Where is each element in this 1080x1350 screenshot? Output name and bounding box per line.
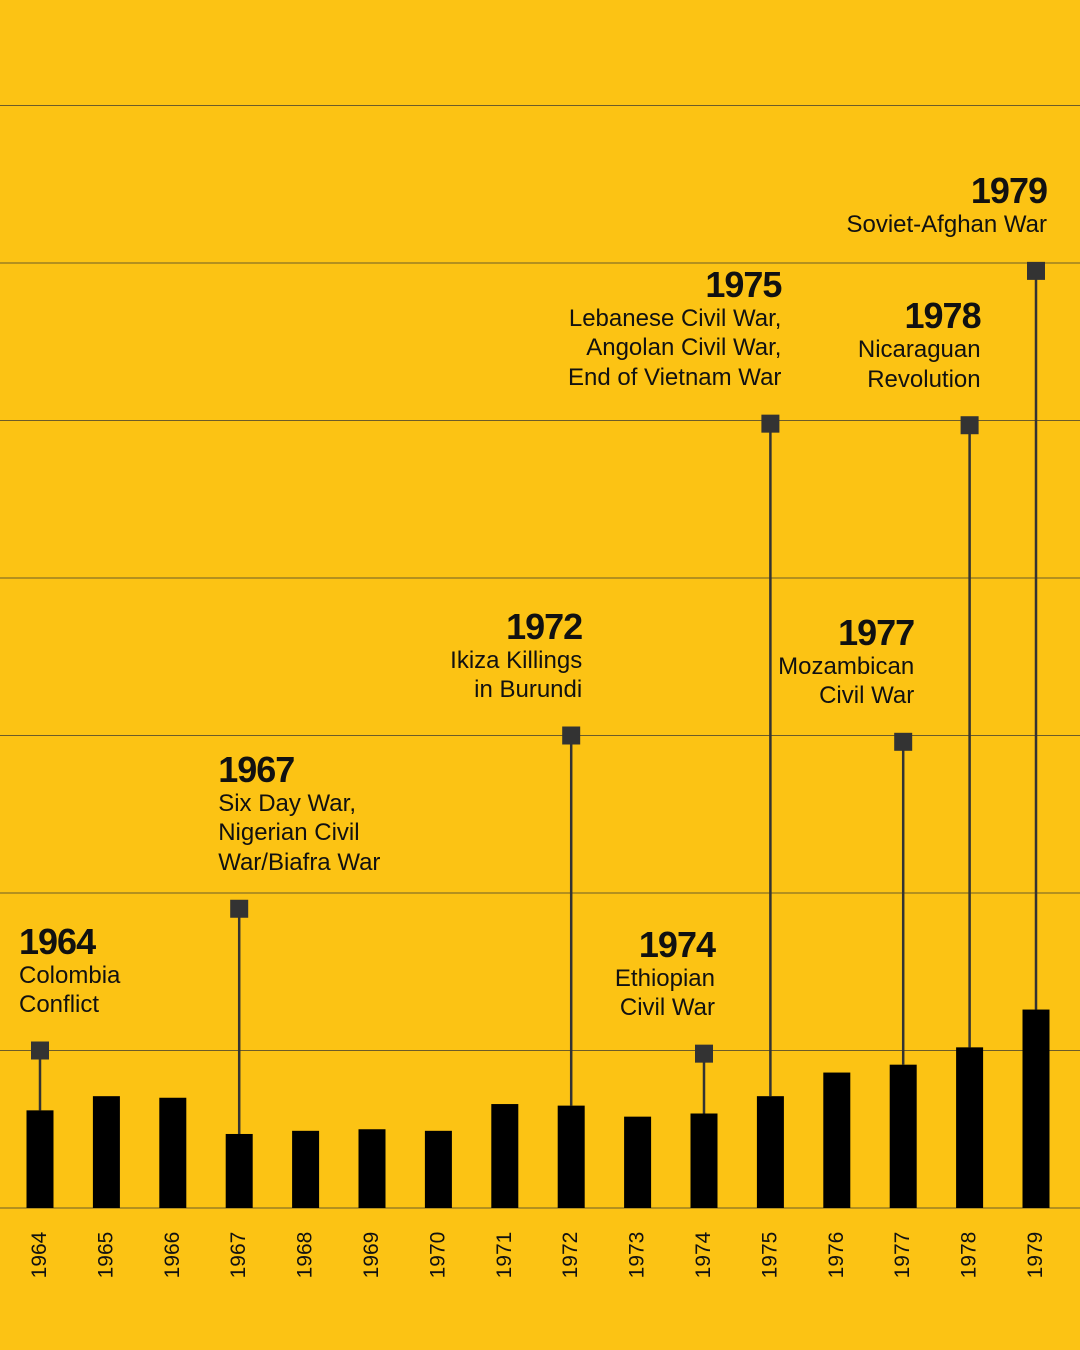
annotation-1967: 1967 Six Day War, Nigerian Civil War/Biaf… <box>218 748 381 878</box>
tick-label-1964: 1964 <box>28 1231 51 1278</box>
bar-1975 <box>756 1096 784 1208</box>
tick-label-1978: 1978 <box>958 1232 981 1279</box>
annotation-year: 1967 <box>218 748 295 790</box>
x-axis-ticks: 1964 1965 1966 1967 1968 1969 1970 1971 1972 1973… <box>28 1231 1047 1278</box>
annotation-1977: 1977 Mozambican Civil War <box>778 611 915 711</box>
bar-1968 <box>292 1130 320 1208</box>
tick-label-1976: 1976 <box>825 1232 848 1279</box>
annotation-text: Six Day War, Nigerian Civil War/Biafra W… <box>218 789 381 876</box>
annotation-1978: 1978 Nicaraguan Revolution <box>857 295 982 394</box>
annotation-1964: 1964 Colombia Conflict <box>19 920 121 1020</box>
annotation-year: 1977 <box>838 611 915 653</box>
annotation-year: 1978 <box>904 295 982 337</box>
annotation-1972: 1972 Ikiza Killings in Burundi <box>450 605 583 705</box>
annotation-1974: 1974 Ethiopian Civil War <box>614 923 716 1023</box>
bar-1976 <box>823 1072 851 1208</box>
annotation-text: Ikiza Killings in Burundi <box>450 646 583 704</box>
annotation-marker-1975 <box>761 414 780 433</box>
bars <box>26 1009 1050 1208</box>
annotation-year: 1972 <box>506 605 583 647</box>
annotation-text: Soviet-Afghan War <box>846 210 1047 238</box>
annotation-marker-1979 <box>1027 261 1045 280</box>
tick-label-1974: 1974 <box>692 1231 715 1278</box>
bar-1973 <box>624 1116 652 1208</box>
annotation-year: 1979 <box>970 169 1048 211</box>
annotation-text: Mozambican Civil War <box>778 652 915 710</box>
tick-label-1975: 1975 <box>758 1232 781 1279</box>
tick-label-1972: 1972 <box>559 1232 582 1279</box>
tick-label-1967: 1967 <box>227 1232 250 1279</box>
tick-label-1965: 1965 <box>94 1232 117 1279</box>
tick-label-1969: 1969 <box>360 1232 383 1279</box>
gridlines <box>0 105 1080 1209</box>
tick-label-1971: 1971 <box>493 1232 516 1279</box>
bar-1966 <box>159 1097 187 1208</box>
annotation-year: 1964 <box>19 920 96 962</box>
annotation-marker-1972 <box>562 726 581 745</box>
bar-1978 <box>956 1047 984 1208</box>
annotation-1979: 1979 Soviet-Afghan War <box>846 169 1048 240</box>
tick-label-1970: 1970 <box>426 1232 449 1279</box>
annotation-marker-1967 <box>230 899 249 918</box>
annotation-text: Ethiopian Civil War <box>614 964 715 1022</box>
bar-1967 <box>225 1133 253 1208</box>
annotation-year: 1975 <box>705 263 782 305</box>
annotation-marker-1978 <box>960 416 979 435</box>
annotation-marker-1964 <box>31 1041 49 1060</box>
annotation-1975: 1975 Lebanese Civil War, Angolan Civil Wa… <box>567 263 782 393</box>
tick-label-1979: 1979 <box>1024 1232 1047 1279</box>
bar-1971 <box>491 1104 519 1208</box>
tick-label-1973: 1973 <box>626 1232 649 1279</box>
bar-1977 <box>889 1064 917 1208</box>
tick-label-1977: 1977 <box>891 1232 914 1279</box>
annotation-year: 1974 <box>638 923 716 965</box>
bar-1969 <box>358 1129 386 1208</box>
annotation-markers <box>31 261 1045 1063</box>
bar-1970 <box>424 1130 452 1208</box>
tick-label-1966: 1966 <box>161 1232 184 1279</box>
tick-label-1968: 1968 <box>294 1232 317 1279</box>
annotation-text: Colombia Conflict <box>19 961 121 1019</box>
annotation-stems <box>38 270 1038 1134</box>
bar-1964 <box>26 1110 54 1208</box>
bar-1965 <box>92 1096 120 1208</box>
annotation-marker-1977 <box>894 732 913 751</box>
annotation-text: Nicaraguan Revolution <box>857 336 981 393</box>
annotation-text: Lebanese Civil War, Angolan Civil War, E… <box>567 304 782 391</box>
annotation-marker-1974 <box>695 1044 713 1063</box>
bar-1974 <box>690 1113 718 1208</box>
bar-1979 <box>1022 1009 1050 1208</box>
bar-1972 <box>557 1105 585 1208</box>
